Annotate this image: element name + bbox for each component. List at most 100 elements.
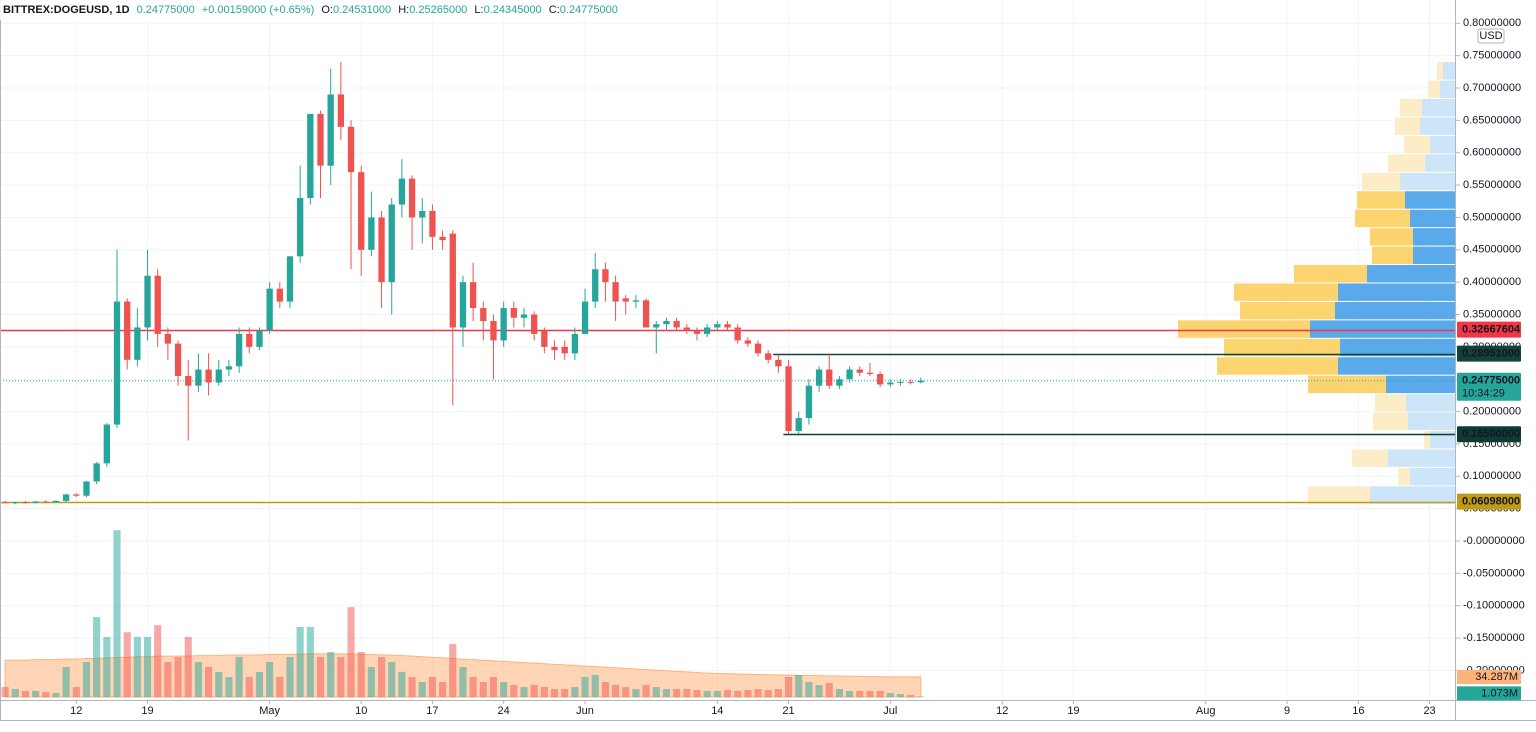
profile-down [1362, 172, 1400, 191]
volume-bar [500, 682, 508, 697]
candle-body [632, 300, 640, 302]
volume-bar [815, 684, 823, 697]
candle-body [347, 126, 355, 173]
candle-body [724, 324, 731, 328]
volume-bar [520, 687, 528, 697]
profile-up [1422, 99, 1455, 117]
currency-label: USD [1479, 30, 1502, 42]
volume-bar [113, 530, 121, 697]
profile-down [1217, 357, 1338, 375]
volume-bar [408, 676, 416, 697]
volume-ma-label: 34.287M [1475, 671, 1518, 683]
profile-down [1352, 449, 1388, 467]
volume-bar [784, 676, 793, 697]
candle-body [571, 333, 579, 354]
profile-down [1372, 246, 1413, 265]
candle-body [683, 327, 690, 331]
volume-bar [276, 676, 284, 697]
candle-body [531, 314, 538, 334]
volume-bar [673, 689, 681, 697]
candle-body [103, 424, 110, 464]
profile-up [1340, 338, 1455, 357]
candle-body [897, 381, 904, 383]
change: +0.00159000 (+0.65%) [202, 4, 315, 16]
volume-bar [856, 690, 864, 697]
ohlc-key: O: [321, 4, 333, 16]
candle-body [693, 330, 701, 334]
volume-bar [82, 662, 91, 697]
candle-body [754, 343, 762, 354]
candle-body [276, 288, 283, 302]
candle-body [256, 330, 263, 347]
candle-body [673, 320, 680, 328]
candle-body [195, 369, 202, 386]
volume-label-box [1457, 686, 1521, 701]
candle-body [388, 204, 395, 283]
profile-down [1234, 283, 1338, 301]
candle-body [439, 236, 446, 241]
volume-bar [286, 656, 294, 697]
profile-down [1373, 412, 1408, 431]
volume-bar [601, 682, 609, 697]
price-label-box [1457, 321, 1521, 338]
candle-body [42, 501, 49, 503]
ohlc-key: H: [398, 4, 409, 16]
profile-up [1410, 467, 1455, 486]
symbol: BITTREX:DOGEUSD, 1D [3, 4, 130, 16]
volume-bar [367, 667, 375, 697]
candle-body [734, 327, 741, 341]
y-tick-label: -0.10000000 [1463, 600, 1525, 612]
profile-up [1430, 135, 1455, 154]
candle-body [327, 94, 334, 166]
x-tick-label: 24 [498, 705, 510, 717]
profile-up [1338, 283, 1455, 301]
volume-ma-label-box [1457, 670, 1521, 685]
y-tick-label: 0.10000000 [1463, 470, 1521, 482]
legend-header: BITTREX:DOGEUSD, 1D 0.24775000 +0.001590… [0, 0, 618, 20]
volume-bar [886, 692, 894, 697]
last-price: 0.24775000 [137, 4, 195, 16]
volume-bar [235, 656, 243, 697]
candle-body [307, 113, 314, 199]
volume-bar [744, 690, 752, 697]
profile-down [1178, 320, 1310, 338]
volume-bar [540, 687, 548, 697]
volume-bar [266, 662, 274, 697]
candle-body [93, 463, 100, 482]
y-tick-label: 0.35000000 [1463, 308, 1521, 320]
volume-bar [205, 667, 213, 697]
profile-up [1367, 265, 1455, 283]
candle-body [917, 380, 924, 383]
candle-body [419, 210, 426, 218]
volume-bar [347, 607, 355, 697]
profile-down [1308, 486, 1370, 504]
candle-body [612, 282, 619, 302]
profile-up [1400, 172, 1455, 191]
volume-bar [510, 684, 518, 697]
candle-body [815, 369, 823, 386]
volume-bar [398, 671, 406, 697]
candle-body [62, 494, 70, 501]
candle-body [22, 502, 29, 504]
volume-bar [632, 689, 640, 697]
volume-bar [479, 682, 487, 697]
volume-bar [143, 636, 152, 697]
profile-up [1430, 431, 1455, 449]
price-label: 0.16500000 [1462, 428, 1520, 440]
profile-up [1413, 246, 1455, 265]
candle-body [805, 385, 813, 419]
volume-bar [327, 652, 335, 697]
profile-down [1428, 80, 1440, 99]
volume-bar [581, 676, 589, 697]
profile-down [1388, 154, 1425, 172]
volume-bar [133, 636, 141, 697]
price-label-box [1457, 426, 1521, 443]
volume-bar [561, 689, 569, 697]
candle-body [551, 346, 558, 351]
volume-bar [316, 656, 325, 697]
volume-bar [571, 687, 579, 697]
candle-body [297, 198, 304, 257]
candle-body [836, 379, 843, 386]
candle-body [826, 369, 833, 386]
y-tick-label: 0.60000000 [1463, 147, 1521, 159]
